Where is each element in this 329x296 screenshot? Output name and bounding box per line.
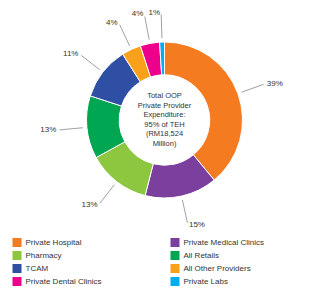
legend-label: Private Labs (184, 277, 228, 286)
legend-item: All Retails (171, 251, 220, 260)
data-label: 39% (267, 79, 283, 88)
legend-swatch (13, 238, 22, 247)
legend-item: Private Dental Clinics (13, 277, 102, 286)
data-label: 13% (40, 125, 56, 134)
slice (145, 155, 214, 198)
legend-label: TCAM (26, 264, 49, 273)
legend-label: Private Dental Clinics (26, 277, 102, 286)
leader-line (100, 185, 114, 203)
leader-line (81, 55, 99, 69)
center-text-line: 95% of TEH (144, 120, 184, 129)
legend-item: Pharmacy (13, 251, 62, 260)
data-label: 1% (149, 8, 161, 17)
center-text: Total OOPPrivate ProviderExpenditure:95%… (138, 91, 192, 148)
center-text-line: Expenditure: (143, 110, 185, 119)
leader-line (182, 200, 187, 223)
leader-line (145, 17, 149, 40)
leader-line (242, 84, 264, 92)
legend-swatch (13, 264, 22, 273)
leader-line (60, 128, 83, 130)
legend: Private Hospital Private Medical Clinics P… (13, 238, 264, 286)
legend-swatch (171, 251, 180, 260)
center-text-line: Private Provider (138, 101, 192, 110)
legend-swatch (171, 238, 180, 247)
legend-item: Private Labs (171, 277, 228, 286)
leader-line (161, 15, 163, 38)
legend-label: Private Medical Clinics (184, 238, 264, 247)
legend-swatch (171, 277, 180, 286)
data-label: 4% (106, 18, 118, 27)
data-label: 4% (132, 9, 144, 18)
center-text-line: (RM18,524 (146, 129, 183, 138)
data-labels: 39% 15% 13% 13% 11% 4% 4% 1% (40, 8, 282, 230)
legend-item: Private Medical Clinics (171, 238, 264, 247)
data-label: 15% (189, 220, 205, 229)
data-label: 13% (82, 200, 98, 209)
legend-swatch (13, 277, 22, 286)
legend-item: Private Hospital (13, 238, 82, 247)
legend-swatch (13, 251, 22, 260)
center-text-line: Total OOP (147, 91, 182, 100)
legend-label: All Retails (184, 251, 220, 260)
pie: 39% 15% 13% 13% 11% 4% 4% 1% Total OOPPrivate Pr… (40, 8, 282, 230)
slice (160, 42, 165, 75)
legend-item: TCAM (13, 264, 49, 273)
legend-label: Pharmacy (26, 251, 62, 260)
leader-line (120, 25, 130, 46)
legend-label: Private Hospital (26, 238, 82, 247)
data-label: 11% (63, 49, 78, 58)
legend-swatch (171, 264, 180, 273)
legend-item: All Other Providers (171, 264, 251, 273)
center-text-line: Million) (153, 139, 177, 148)
chart: 39% 15% 13% 13% 11% 4% 4% 1% Total OOPPrivate Pr… (0, 0, 329, 296)
legend-label: All Other Providers (184, 264, 251, 273)
slice (140, 42, 161, 77)
slices (87, 42, 243, 198)
